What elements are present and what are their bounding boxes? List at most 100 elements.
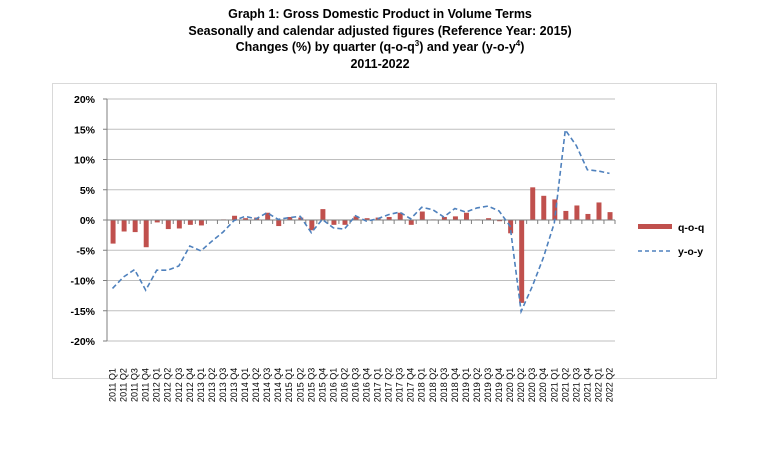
- x-tick-label: 2012 Q4: [185, 368, 195, 403]
- qoq-bar: [198, 220, 204, 226]
- x-tick-label: 2016 Q3: [350, 368, 360, 403]
- qoq-bar: [530, 187, 536, 220]
- qoq-bar: [574, 205, 580, 220]
- grid-lines: [107, 98, 615, 342]
- chart-frame: [52, 83, 717, 379]
- qoq-bar: [276, 220, 282, 227]
- qoq-bar: [320, 209, 326, 220]
- x-tick-label: 2015 Q4: [317, 368, 327, 403]
- y-tick-label: 0%: [80, 215, 96, 227]
- x-tick-label: 2018 Q4: [450, 368, 460, 403]
- x-tick-label: 2011 Q2: [119, 368, 129, 402]
- qoq-bar: [309, 220, 315, 231]
- x-tick-label: 2022 Q2: [604, 368, 614, 403]
- x-tick-label: 2014 Q3: [262, 368, 272, 403]
- qoq-bar: [110, 220, 116, 244]
- y-tick-label: -10%: [70, 276, 95, 288]
- x-tick-label: 2017 Q2: [384, 368, 394, 403]
- qoq-bar: [331, 220, 337, 225]
- x-tick-label: 2021 Q4: [582, 368, 592, 403]
- x-tick-label: 2020 Q3: [527, 368, 537, 403]
- legend: q-o-q y-o-y: [638, 222, 704, 258]
- x-tick-label: 2016 Q1: [328, 368, 338, 403]
- legend-qoq-label: q-o-q: [678, 222, 704, 234]
- y-tick-label: 15%: [74, 124, 96, 136]
- qoq-bar: [497, 220, 503, 222]
- y-axis-ticks: 20% 15% 10% 5% 0% -5% -10% -15% -20%: [70, 94, 108, 348]
- x-tick-label: 2013 Q4: [229, 368, 239, 403]
- x-tick-label: 2018 Q2: [428, 368, 438, 403]
- x-tick-label: 2014 Q1: [240, 368, 250, 403]
- legend-qoq-swatch: [638, 224, 672, 229]
- qoq-bar: [243, 218, 249, 220]
- x-tick-label: 2021 Q3: [571, 368, 581, 403]
- chart-subtitle: Seasonally and calendar adjusted figures…: [188, 23, 572, 38]
- qoq-bar: [519, 220, 525, 303]
- qoq-bar: [408, 220, 414, 225]
- x-tick-label: 2017 Q3: [395, 368, 405, 403]
- y-tick-label: -20%: [70, 336, 95, 348]
- qoq-bar: [121, 220, 127, 232]
- qoq-bar: [585, 213, 591, 220]
- y-tick-label: -5%: [76, 245, 95, 257]
- x-tick-label: 2012 Q2: [163, 368, 173, 403]
- x-tick-label: 2011 Q1: [108, 368, 118, 402]
- qoq-bar: [463, 212, 469, 220]
- qoq-bar: [607, 212, 613, 220]
- x-tick-label: 2022 Q1: [593, 368, 603, 403]
- qoq-bars: [110, 187, 613, 303]
- chart-title-block: Graph 1: Gross Domestic Product in Volum…: [0, 6, 760, 72]
- qoq-bar: [386, 216, 392, 220]
- x-tick-label: 2011 Q4: [141, 368, 151, 402]
- qoq-bar: [552, 199, 558, 220]
- x-tick-label: 2017 Q1: [373, 368, 383, 403]
- x-tick-label: 2016 Q4: [362, 368, 372, 403]
- qoq-bar: [452, 216, 458, 220]
- x-tick-label: 2013 Q2: [207, 368, 217, 403]
- qoq-bar: [143, 220, 149, 248]
- qoq-bar: [596, 202, 602, 220]
- qoq-bar: [287, 216, 293, 220]
- x-tick-label: 2015 Q2: [295, 368, 305, 403]
- x-tick-label: 2019 Q2: [472, 368, 482, 403]
- qoq-bar: [563, 210, 569, 220]
- x-tick-label: 2013 Q1: [196, 368, 206, 403]
- chart-title: Graph 1: Gross Domestic Product in Volum…: [228, 7, 532, 21]
- chart-period: 2011-2022: [350, 56, 410, 71]
- x-tick-label: 2014 Q4: [273, 368, 283, 403]
- qoq-bar: [176, 220, 182, 229]
- qoq-bar: [165, 220, 171, 230]
- y-tick-label: 20%: [74, 94, 96, 106]
- x-tick-label: 2011 Q3: [130, 368, 140, 402]
- legend-yoy-label: y-o-y: [678, 246, 703, 258]
- y-tick-label: 5%: [80, 185, 96, 197]
- x-tick-label: 2020 Q2: [516, 368, 526, 403]
- chart-subtitle-changes: Changes (%) by quarter (q-o-q3) and year…: [235, 38, 525, 54]
- qoq-bar: [397, 212, 403, 220]
- x-tick-label: 2016 Q2: [339, 368, 349, 403]
- x-tick-label: 2012 Q3: [174, 368, 184, 403]
- x-tick-label: 2021 Q1: [549, 368, 559, 403]
- qoq-bar: [187, 220, 193, 225]
- x-tick-label: 2012 Q1: [152, 368, 162, 403]
- qoq-bar: [486, 218, 492, 220]
- x-tick-label: 2014 Q2: [251, 368, 261, 403]
- qoq-bar: [364, 218, 370, 220]
- qoq-bar: [154, 220, 160, 223]
- x-tick-label: 2013 Q3: [218, 368, 228, 403]
- qoq-bar: [232, 215, 238, 220]
- qoq-bar: [441, 216, 447, 220]
- qoq-bar: [541, 195, 547, 220]
- y-tick-label: -15%: [70, 306, 95, 318]
- x-tick-label: 2020 Q4: [538, 368, 548, 403]
- qoq-bar: [298, 217, 304, 220]
- x-tick-label: 2018 Q3: [439, 368, 449, 403]
- x-tick-label: 2015 Q1: [284, 368, 294, 403]
- x-tick-label: 2019 Q1: [461, 368, 471, 403]
- qoq-bar: [342, 220, 348, 225]
- x-tick-label: 2020 Q1: [505, 368, 515, 403]
- x-tick-label: 2019 Q3: [483, 368, 493, 403]
- x-axis: [106, 219, 616, 224]
- qoq-bar: [353, 216, 359, 220]
